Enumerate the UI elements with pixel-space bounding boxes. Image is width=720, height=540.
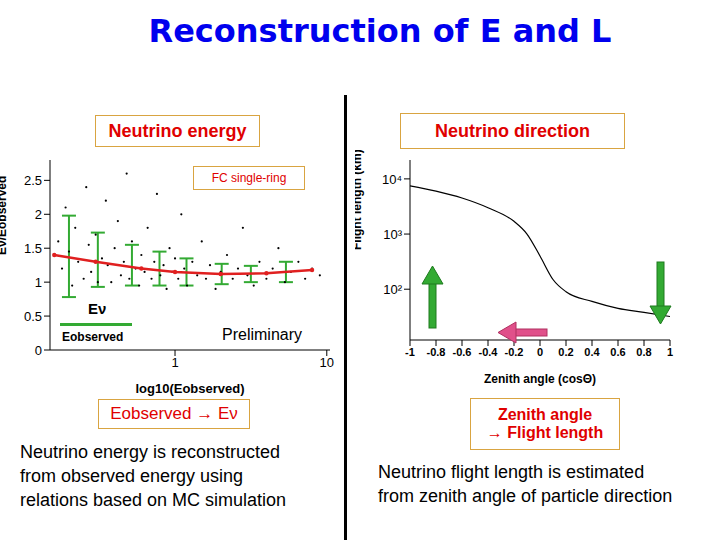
- html-text:Eobserved → Eν: Eobserved → Eν: [110, 404, 238, 423]
- svg-text:-1: -1: [405, 346, 415, 358]
- html-text:→ Flight length: → Flight length: [486, 424, 604, 441]
- svg-text:log10(Eobserved): log10(Eobserved): [135, 381, 244, 396]
- svg-text:0.2: 0.2: [558, 346, 573, 358]
- svg-text:0.8: 0.8: [636, 346, 651, 358]
- svg-text:10²: 10²: [383, 282, 402, 297]
- svg-text:-0.6: -0.6: [453, 346, 472, 358]
- svg-text:2.5: 2.5: [24, 173, 42, 188]
- svg-text:10³: 10³: [383, 227, 402, 242]
- html-text:Eν: Eν: [88, 300, 107, 317]
- html-text:Neutrino direction: Neutrino direction: [435, 120, 590, 141]
- svg-text:-0.8: -0.8: [427, 346, 446, 358]
- svg-text:-0.2: -0.2: [505, 346, 524, 358]
- svg-text:1: 1: [35, 275, 42, 290]
- html-text:relations based on MC simulati: relations based on MC simulation: [20, 490, 287, 510]
- svg-text:0.4: 0.4: [584, 346, 600, 358]
- svg-text:0.6: 0.6: [610, 346, 625, 358]
- svg-text:10⁴: 10⁴: [382, 172, 402, 187]
- svg-text:Zenith angle (cosΘ): Zenith angle (cosΘ): [484, 372, 596, 386]
- svg-text:-0.4: -0.4: [479, 346, 499, 358]
- html-text:from observed energy using: from observed energy using: [20, 466, 244, 486]
- svg-text:1: 1: [667, 346, 673, 358]
- svg-text:1: 1: [171, 355, 178, 370]
- svg-text:Flight length (km): Flight length (km): [355, 150, 364, 250]
- html-text:Neutrino energy: Neutrino energy: [108, 120, 247, 141]
- html-text:FC single-ring: FC single-ring: [211, 171, 287, 185]
- html-text:Preliminary: Preliminary: [222, 326, 302, 343]
- html-text:Eobserved: Eobserved: [62, 330, 124, 344]
- html-text:Zenith angle: Zenith angle: [497, 406, 593, 423]
- svg-text:10: 10: [320, 355, 334, 370]
- svg-text:0: 0: [537, 346, 543, 358]
- svg-text:Eν/Eobserved: Eν/Eobserved: [8, 176, 9, 255]
- html-text:Neutrino flight length is esti: Neutrino flight length is estimated: [378, 462, 645, 482]
- html-text:Reconstruction of E and L: Reconstruction of E and L: [148, 12, 612, 50]
- svg-text:0: 0: [35, 343, 42, 358]
- svg-text:1.5: 1.5: [24, 241, 42, 256]
- html-text:from zenith angle of particle: from zenith angle of particle direction: [378, 486, 673, 506]
- svg-text:2: 2: [35, 207, 42, 222]
- html-text:Neutrino energy is reconstruct: Neutrino energy is reconstructed: [20, 442, 281, 462]
- svg-text:0.5: 0.5: [24, 309, 42, 324]
